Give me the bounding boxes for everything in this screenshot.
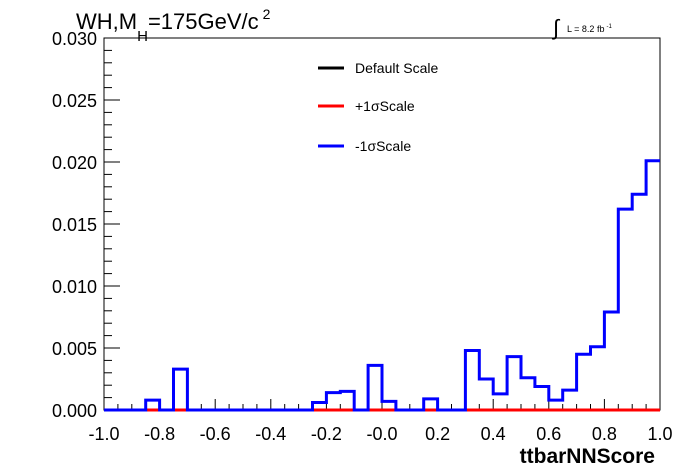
svg-text:WH,MH=175GeV/c2: WH,MH=175GeV/c 2 bbox=[76, 6, 271, 45]
x-tick-label: 0.8 bbox=[592, 424, 617, 444]
x-tick-label: 0.6 bbox=[536, 424, 561, 444]
x-tick-label: -0.2 bbox=[311, 424, 342, 444]
series-line bbox=[104, 159, 660, 412]
series-layer bbox=[104, 159, 660, 412]
x-tick-label: -0.8 bbox=[144, 424, 175, 444]
x-tick-label: -0.6 bbox=[200, 424, 231, 444]
x-axis-label: ttbarNNScore bbox=[520, 445, 655, 468]
title-rest: =175GeV/c bbox=[148, 9, 259, 34]
x-tick-label: -0.4 bbox=[255, 424, 286, 444]
legend: Default Scale +1σScale -1σScale bbox=[318, 60, 438, 154]
lumi-label: ∫ L = 8.2 fb -1 bbox=[551, 15, 612, 40]
svg-text:L = 8.2 fb-1: L = 8.2 fb -1 bbox=[567, 24, 612, 34]
title-superscript: 2 bbox=[263, 6, 271, 22]
y-tick-label: 0.000 bbox=[52, 401, 97, 421]
legend-label: -1σScale bbox=[355, 138, 411, 154]
title-subscript: H bbox=[137, 28, 148, 45]
lumi-superscript: -1 bbox=[606, 24, 612, 30]
legend-label: +1σScale bbox=[355, 98, 415, 114]
x-tick-label: 1.0 bbox=[647, 424, 672, 444]
axes: -1.0 -0.8 -0.6 -0.4 -0.2 -0.0 0.2 0.4 0.6 0.8 1.0 0… bbox=[52, 29, 673, 444]
y-tick-label: 0.025 bbox=[52, 91, 97, 111]
x-tick-label: -0.0 bbox=[366, 424, 397, 444]
integral-symbol: ∫ bbox=[551, 15, 561, 40]
y-tick-label: 0.015 bbox=[52, 215, 97, 235]
title-main: WH,M bbox=[76, 9, 137, 34]
y-tick-label: 0.010 bbox=[52, 277, 97, 297]
x-tick-label: 0.4 bbox=[481, 424, 506, 444]
lumi-text: L = 8.2 fb bbox=[567, 24, 604, 34]
y-tick-label: 0.030 bbox=[52, 29, 97, 49]
x-tick-label: 0.2 bbox=[425, 424, 450, 444]
y-tick-label: 0.020 bbox=[52, 153, 97, 173]
legend-label: Default Scale bbox=[355, 60, 438, 76]
y-tick-label: 0.005 bbox=[52, 339, 97, 359]
chart-title: WH,MH=175GeV/c 2 bbox=[76, 6, 271, 45]
x-tick-label: -1.0 bbox=[88, 424, 119, 444]
